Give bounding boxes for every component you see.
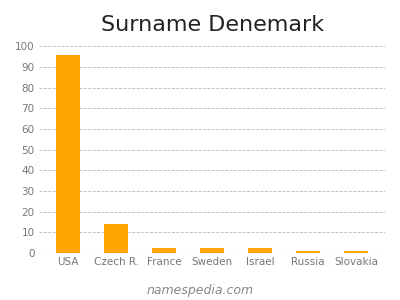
Text: namespedia.com: namespedia.com — [146, 284, 254, 297]
Bar — [56, 55, 80, 253]
Bar — [344, 251, 368, 253]
Bar — [248, 248, 272, 253]
Bar — [152, 248, 176, 253]
Bar — [104, 224, 128, 253]
Title: Surname Denemark: Surname Denemark — [101, 15, 324, 35]
Bar — [200, 248, 224, 253]
Bar — [296, 251, 320, 253]
